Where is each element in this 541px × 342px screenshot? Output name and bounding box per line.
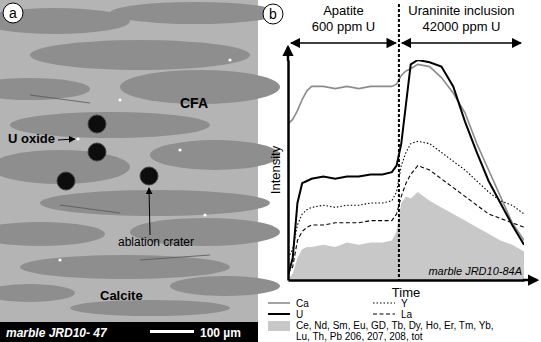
x-axis-line [289, 279, 525, 282]
legend-label: La [401, 309, 413, 320]
plot-area [288, 60, 524, 280]
legend-swatch [373, 302, 395, 303]
crack [60, 205, 120, 213]
u-oxide-grain [76, 137, 79, 140]
scale-bar [150, 330, 194, 333]
legend-label-line: Lu, Th, Pb 206, 207, 208, tot [296, 331, 423, 342]
region-label: Uraninite inclusion [408, 3, 514, 18]
legend-label: Ce, Nd, Sm, Eu, GD, Tb, Dy, Ho, Er, Tm, … [296, 320, 494, 342]
legend-swatch [268, 321, 290, 331]
cfa-band [150, 140, 280, 170]
ablation-crater [57, 172, 75, 190]
u-oxide-grain [228, 58, 231, 61]
cfa-band [70, 300, 230, 316]
cfa-band [110, 2, 280, 24]
ablation-crater [88, 115, 106, 133]
u-oxide-grain [203, 213, 206, 216]
y-axis-line [287, 61, 290, 281]
crack [140, 255, 210, 260]
u-oxide-grain [178, 148, 181, 151]
boundary-line [398, 4, 400, 280]
cfa-band [20, 255, 230, 279]
chart-panel: Apatite600 ppm U Uraninite inclusion42000… [263, 3, 537, 342]
ablation-crater [140, 167, 158, 185]
figure: U oxide CFA Calcite ablation crater a marble … [0, 0, 541, 342]
line-series [288, 60, 524, 276]
cfa-band [30, 40, 250, 70]
image-label: CFA [180, 95, 208, 111]
image-label: U oxide [8, 131, 55, 146]
panel-label-badge [3, 3, 23, 23]
legend-label-line: Ce, Nd, Sm, Eu, GD, Tb, Dy, Ho, Er, Tm, … [296, 320, 494, 331]
legend: CaU YLaCe, Nd, Sm, Eu, GD, Tb, Dy, Ho, Er… [268, 298, 494, 342]
cfa-band [0, 284, 75, 302]
x-axis [289, 280, 525, 281]
region-sublabel: 42000 ppm U [422, 19, 500, 34]
legend-label: Y [401, 298, 408, 309]
legend-swatch [268, 302, 290, 304]
sample-name: marble JRD10-84A [428, 265, 522, 277]
y-axis [288, 61, 289, 281]
legend-label: U [296, 309, 303, 320]
image-label: ablation crater [118, 235, 194, 249]
panel-label: a [9, 5, 17, 21]
y-axis-arrow [287, 47, 290, 61]
image-panel: U oxide CFA Calcite ablation crater a marble … [0, 0, 280, 342]
panel-label: b [269, 6, 277, 22]
y-axis-title: Intensity [268, 145, 283, 194]
x-axis-arrow [523, 279, 537, 282]
crack [30, 95, 90, 103]
line-series [288, 141, 524, 258]
label-arrow [149, 188, 150, 235]
region-sublabel: 600 ppm U [312, 19, 376, 34]
label-arrow [58, 139, 75, 140]
legend-swatch [373, 313, 395, 314]
region-label: Apatite [323, 3, 363, 18]
legend-label: Ca [296, 298, 309, 309]
scale-bar-label: 100 µm [200, 326, 241, 340]
sample-name: marble JRD10- 47 [6, 326, 108, 340]
u-oxide-grain [58, 258, 61, 261]
image-label: Calcite [100, 288, 143, 303]
region-span-arrow [291, 42, 396, 44]
panel-label-badge [263, 4, 283, 24]
u-oxide-grain [118, 98, 121, 101]
cfa-band [40, 190, 270, 216]
cfa-band [0, 222, 105, 246]
cfa-band [170, 276, 280, 296]
cfa-bands [0, 2, 280, 316]
legend-swatch [268, 313, 290, 315]
region-span-arrow [402, 42, 521, 44]
ablation-crater [88, 143, 106, 161]
caption-bar [0, 322, 258, 342]
